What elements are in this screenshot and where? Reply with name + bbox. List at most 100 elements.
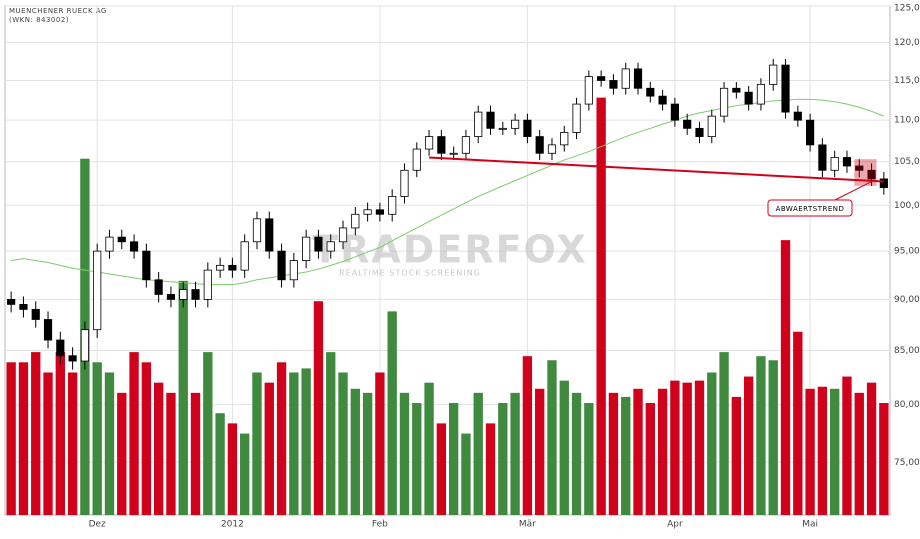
candle-body <box>597 76 606 81</box>
candle-body <box>879 178 888 189</box>
volume-bar <box>498 403 508 515</box>
candle-body <box>744 91 753 105</box>
volume-bar <box>522 356 533 515</box>
volume-bar <box>645 403 655 515</box>
candle-body <box>117 236 126 243</box>
candle-body <box>351 213 360 229</box>
volume-bar <box>412 403 422 515</box>
volume-bar <box>830 388 840 515</box>
chart-title: MUENCHENER RUECK AG <box>9 7 107 15</box>
watermark-subtitle: REALTIME STOCK SCREENING <box>339 269 481 278</box>
volume-bar <box>43 372 53 515</box>
volume-bar <box>67 372 78 515</box>
candle-body <box>216 264 225 271</box>
volume-bar <box>375 372 385 515</box>
candle-body <box>191 289 200 300</box>
candle-body <box>523 119 532 137</box>
candle-body <box>511 119 520 129</box>
candle-body <box>277 250 286 281</box>
candle-body <box>388 196 397 215</box>
volume-bar <box>55 352 65 515</box>
x-tick-label: Mai <box>802 520 818 530</box>
volume-bar <box>657 388 668 515</box>
candle-body <box>400 169 409 197</box>
candle-body <box>781 64 790 113</box>
volume-bar <box>547 360 557 515</box>
volume-bar <box>104 372 115 515</box>
candle-body <box>314 236 323 252</box>
volume-bar <box>387 311 397 515</box>
volume-bar <box>227 423 238 515</box>
y-tick-label: 95,00 <box>894 247 920 257</box>
candle-body <box>105 236 114 252</box>
volume-bar <box>510 392 520 515</box>
volume-bar <box>178 280 188 515</box>
y-tick-label: 115,0 <box>894 76 920 86</box>
volume-bar <box>313 301 324 515</box>
volume-bar <box>141 362 152 515</box>
plot-area <box>4 5 891 516</box>
candle-body <box>695 127 704 137</box>
volume-bar <box>264 382 274 515</box>
candle-body <box>707 115 716 137</box>
y-tick-label: 80,00 <box>894 400 920 410</box>
candle-body <box>265 218 274 252</box>
volume-bar <box>276 362 287 515</box>
candle-body <box>842 157 852 167</box>
candle-body <box>302 236 311 261</box>
volume-bar <box>485 423 496 515</box>
volume-bar <box>670 380 680 515</box>
candle-body <box>240 241 249 271</box>
volume-bar <box>289 372 299 515</box>
volume-bar <box>535 388 545 515</box>
volume-bar <box>707 372 717 515</box>
candle-body <box>670 103 679 121</box>
trend-line <box>429 156 884 183</box>
candle-body <box>621 68 630 89</box>
y-tick-label: 100,0 <box>894 201 920 211</box>
candle-body <box>363 209 372 215</box>
candle-body <box>375 209 384 215</box>
volume-bar <box>436 423 447 515</box>
candle-body <box>154 279 163 295</box>
candle-body <box>732 87 741 93</box>
candle-body <box>793 111 802 121</box>
volume-bar <box>694 380 705 515</box>
candle-body <box>326 241 335 252</box>
candle-body <box>646 87 655 97</box>
volume-bar <box>879 403 889 515</box>
candle-body <box>658 95 667 105</box>
y-tick-label: 75,00 <box>894 458 920 468</box>
candle-body <box>7 299 16 305</box>
candle-body <box>228 264 237 271</box>
candle-body <box>756 83 766 105</box>
candle-body <box>498 127 507 130</box>
volume-bar <box>326 352 336 515</box>
volume-bar <box>854 392 864 515</box>
candle-body <box>424 136 434 150</box>
candle-body <box>474 111 483 137</box>
volume-bar <box>6 362 16 515</box>
volume-bar <box>399 392 410 515</box>
watermark-title: TRADERFOX <box>312 228 588 272</box>
candle-body <box>769 64 778 85</box>
volume-bar <box>350 388 360 515</box>
y-tick-label: 85,00 <box>894 346 920 356</box>
volume-bar <box>240 433 250 515</box>
candle-body <box>584 76 593 105</box>
volume-bar <box>793 331 803 515</box>
candle-body <box>338 227 348 243</box>
candle-body <box>486 111 495 129</box>
volume-bar <box>768 360 778 515</box>
candle-body <box>560 132 569 146</box>
candle-body <box>203 269 212 300</box>
candle-body <box>166 294 176 300</box>
candle-body <box>867 169 876 180</box>
candle-body <box>68 355 77 362</box>
annotation-leader <box>834 181 872 201</box>
x-tick-label: Apr <box>667 520 683 530</box>
volume-bar <box>166 392 176 515</box>
volume-bar <box>596 97 606 516</box>
volume-bar <box>190 392 201 515</box>
